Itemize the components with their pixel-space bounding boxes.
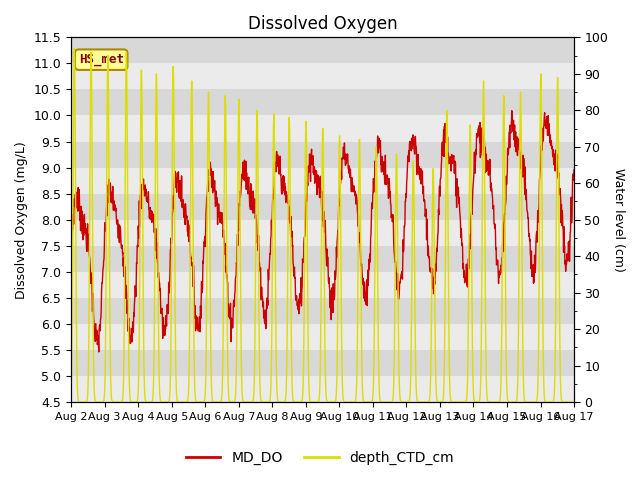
Bar [71,37,574,63]
Title: Dissolved Oxygen: Dissolved Oxygen [248,15,397,33]
Legend: MD_DO, depth_CTD_cm: MD_DO, depth_CTD_cm [180,445,460,471]
Bar [71,116,574,142]
Bar [71,220,574,246]
Bar [71,142,574,168]
Y-axis label: Dissolved Oxygen (mg/L): Dissolved Oxygen (mg/L) [15,141,28,299]
Bar [71,350,574,376]
Bar [71,324,574,350]
Text: HS_met: HS_met [79,53,124,66]
Bar [71,193,574,220]
Bar [71,168,574,193]
Bar [71,298,574,324]
Bar [71,376,574,402]
Y-axis label: Water level (cm): Water level (cm) [612,168,625,272]
Bar [71,246,574,272]
Bar [71,272,574,298]
Bar [71,63,574,89]
Bar [71,89,574,116]
